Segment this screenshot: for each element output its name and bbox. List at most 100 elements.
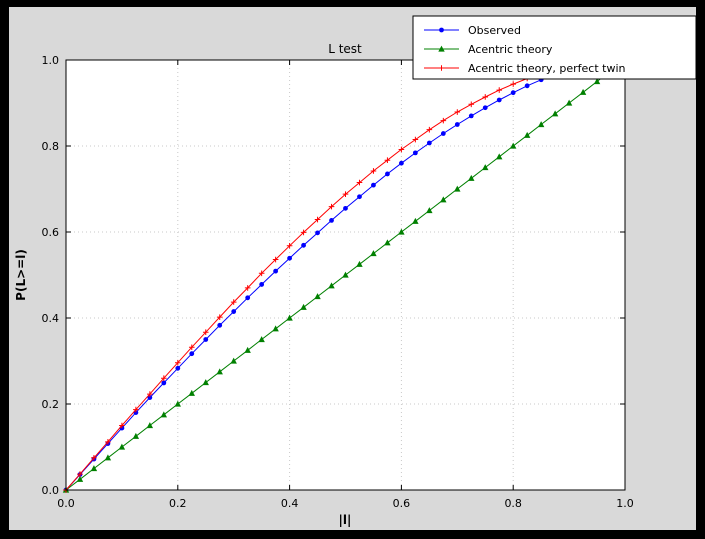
marker-observed [147, 395, 153, 400]
x-tick-label: 1.0 [616, 497, 634, 510]
marker-acentric-theory-perfect-twin [230, 299, 237, 305]
marker-acentric-theory [565, 99, 573, 106]
marker-acentric-theory-perfect-twin [510, 81, 516, 87]
marker-observed [357, 194, 362, 200]
marker-acentric-theory [482, 164, 489, 171]
marker-acentric-theory-perfect-twin [426, 126, 433, 133]
x-tick-label: 0.2 [169, 497, 187, 510]
marker-observed [385, 171, 390, 177]
marker-acentric-theory-perfect-twin [300, 229, 307, 236]
marker-observed [412, 150, 418, 156]
marker-acentric-theory [300, 303, 307, 310]
marker-acentric-theory [272, 325, 279, 332]
marker-acentric-theory [440, 196, 447, 203]
marker-observed [161, 380, 167, 386]
marker-observed [482, 105, 488, 111]
marker-acentric-theory [118, 443, 126, 450]
marker-acentric-theory [510, 142, 517, 149]
marker-observed [399, 160, 404, 166]
marker-acentric-theory-perfect-twin [77, 471, 83, 477]
marker-acentric-theory [537, 121, 545, 128]
plot-title: L test [328, 42, 362, 56]
series-line-acentric-theory [65, 70, 612, 491]
marker-acentric-theory-perfect-twin [133, 406, 139, 413]
marker-acentric-theory-perfect-twin [202, 329, 209, 335]
marker-acentric-theory [523, 131, 531, 138]
marker-observed [439, 27, 444, 33]
marker-acentric-theory [328, 282, 335, 289]
marker-acentric-theory-perfect-twin [119, 422, 125, 429]
marker-acentric-theory-perfect-twin [384, 157, 391, 163]
marker-acentric-theory [426, 207, 433, 214]
marker-acentric-theory [188, 389, 195, 396]
marker-acentric-theory-perfect-twin [496, 87, 503, 93]
marker-acentric-theory [579, 88, 587, 95]
marker-acentric-theory-perfect-twin [314, 216, 321, 223]
marker-acentric-theory [468, 174, 475, 181]
marker-acentric-theory [314, 293, 321, 300]
marker-acentric-theory [496, 153, 503, 160]
marker-acentric-theory [342, 271, 349, 278]
marker-acentric-theory [454, 185, 461, 192]
marker-observed [231, 309, 237, 314]
marker-acentric-theory [438, 45, 445, 52]
marker-acentric-theory [174, 400, 181, 407]
marker-acentric-theory-perfect-twin [147, 391, 153, 397]
marker-acentric-theory [370, 250, 377, 257]
marker-acentric-theory-perfect-twin [216, 314, 223, 320]
x-tick-label: 0.8 [504, 497, 522, 510]
marker-acentric-theory-perfect-twin [272, 256, 279, 263]
marker-acentric-theory [76, 475, 84, 482]
marker-acentric-theory [356, 260, 363, 267]
x-axis-label: |l| [339, 513, 352, 527]
marker-acentric-theory-perfect-twin [412, 136, 419, 143]
legend-label-observed: Observed [468, 24, 521, 37]
marker-observed [524, 83, 530, 89]
marker-acentric-theory [160, 411, 168, 418]
marker-observed [371, 182, 376, 188]
marker-acentric-theory-perfect-twin [286, 242, 293, 249]
marker-acentric-theory-perfect-twin [328, 203, 335, 210]
marker-acentric-theory [230, 357, 237, 364]
marker-observed [454, 122, 460, 127]
x-tick-label: 0.4 [281, 497, 299, 510]
marker-acentric-theory-perfect-twin [342, 191, 349, 197]
marker-acentric-theory-perfect-twin [438, 65, 445, 71]
y-tick-label: 0.8 [42, 140, 60, 153]
marker-observed [203, 337, 209, 342]
marker-observed [217, 322, 223, 328]
marker-acentric-theory-perfect-twin [105, 439, 111, 445]
marker-acentric-theory-perfect-twin [440, 117, 447, 124]
y-tick-label: 0.6 [42, 226, 60, 239]
marker-acentric-theory-perfect-twin [482, 94, 489, 100]
marker-acentric-theory-perfect-twin [188, 344, 195, 351]
y-tick-label: 0.4 [42, 312, 60, 325]
y-tick-label: 0.0 [42, 484, 60, 497]
marker-observed [315, 230, 320, 236]
legend-box [412, 15, 697, 80]
marker-acentric-theory-perfect-twin [258, 270, 265, 277]
y-axis-label: P(L>=l) [14, 249, 28, 301]
marker-observed [510, 90, 516, 96]
y-tick-label: 1.0 [42, 54, 60, 67]
marker-acentric-theory [132, 432, 140, 439]
marker-observed [287, 255, 292, 261]
marker-acentric-theory [146, 422, 154, 429]
marker-observed [301, 242, 306, 248]
marker-observed [189, 351, 195, 357]
marker-observed [343, 205, 348, 211]
marker-acentric-theory [216, 368, 223, 375]
marker-acentric-theory-perfect-twin [175, 359, 181, 366]
marker-acentric-theory-perfect-twin [468, 101, 475, 108]
marker-acentric-theory [244, 346, 251, 353]
marker-observed [426, 140, 432, 146]
x-tick-label: 0.0 [57, 497, 75, 510]
marker-observed [175, 365, 181, 371]
marker-acentric-theory-perfect-twin [244, 285, 251, 291]
marker-observed [329, 217, 334, 223]
marker-acentric-theory-perfect-twin [91, 454, 97, 461]
marker-acentric-theory [412, 217, 419, 224]
x-tick-label: 0.6 [393, 497, 411, 510]
